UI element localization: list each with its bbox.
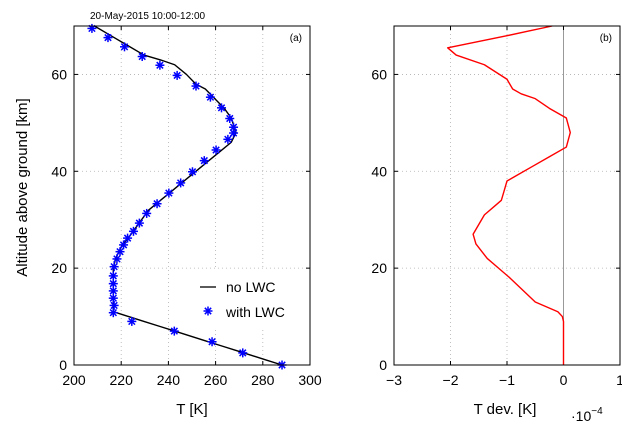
data-point (187, 167, 197, 177)
x-tick-label: 240 (157, 372, 181, 388)
panel-a-series (87, 23, 287, 370)
data-point (120, 42, 129, 52)
data-point (127, 316, 137, 326)
x-tick-label: 1 (616, 372, 622, 388)
legend-marker-with-lwc (203, 306, 213, 316)
legend-label-with-lwc: with LWC (225, 304, 285, 320)
x-tick-label: −2 (443, 372, 459, 388)
y-tick-label: 0 (59, 357, 67, 373)
x-tick-label: 280 (251, 372, 275, 388)
x-tick-label: 200 (62, 372, 86, 388)
data-point (229, 122, 239, 132)
panel-a-ticks: 200 220 240 260 280 300 0 20 40 60 (51, 26, 322, 388)
panel-a-ylabel: Altitude above ground [km] (14, 98, 31, 276)
y-tick-label: 20 (51, 260, 67, 276)
data-point (134, 218, 144, 228)
panel-b-xlabel: T dev. [K] (474, 401, 537, 418)
data-point (155, 60, 165, 70)
data-point (119, 240, 129, 250)
data-point (112, 254, 122, 264)
data-point (109, 262, 119, 272)
x-tick-label: 260 (204, 372, 228, 388)
y-tick-label: 60 (51, 66, 67, 82)
panel-b-label: (b) (600, 33, 612, 44)
data-point (172, 70, 182, 80)
panel-a-frame (73, 25, 311, 366)
y-tick-label: 40 (371, 163, 387, 179)
panel-a-grid (74, 26, 310, 365)
data-point (176, 178, 186, 188)
data-point (207, 337, 217, 347)
figure-title: 20-May-2015 10:00-12:00 (90, 11, 206, 22)
data-point (205, 92, 215, 102)
panel-a-label: (a) (290, 33, 302, 44)
x-multiplier-base: ·10 (571, 408, 591, 424)
series-line (446, 25, 571, 365)
x-tick-label: −3 (386, 372, 402, 388)
data-point (115, 247, 125, 257)
y-tick-label: 20 (371, 260, 387, 276)
data-point (123, 233, 133, 243)
data-point (199, 156, 209, 166)
x-tick-label: 0 (560, 372, 568, 388)
data-point (108, 279, 118, 289)
y-tick-label: 40 (51, 163, 67, 179)
data-point (217, 103, 226, 113)
data-point (108, 271, 118, 281)
panel-b-frame (393, 25, 621, 366)
x-multiplier-exponent: −4 (591, 406, 603, 417)
data-point (103, 33, 113, 43)
data-point (238, 348, 248, 358)
panel-a-legend: no LWC with LWC (190, 270, 308, 330)
y-tick-label: 0 (379, 357, 387, 373)
legend-label-no-lwc: no LWC (226, 279, 276, 295)
panel-b-series (446, 25, 571, 365)
data-point (223, 134, 233, 144)
x-tick-label: 220 (110, 372, 134, 388)
legend-asterisk (203, 306, 213, 316)
data-point (152, 199, 162, 209)
data-point (169, 326, 179, 336)
x-tick-label: 300 (298, 372, 322, 388)
data-point (164, 188, 174, 198)
data-point (108, 308, 118, 318)
data-point (137, 52, 147, 62)
data-point (87, 23, 97, 33)
panel-b-x-multiplier: ·10−4 (571, 406, 603, 424)
legend-box (190, 270, 308, 330)
data-point (109, 300, 119, 310)
data-point (225, 114, 235, 123)
panel-a-xlabel: T [K] (176, 401, 207, 418)
data-point (128, 226, 138, 236)
y-tick-label: 60 (371, 66, 387, 82)
data-point (191, 81, 201, 91)
panel-b-grid (394, 26, 620, 365)
data-point (142, 208, 152, 218)
data-point (211, 145, 221, 155)
x-tick-label: −1 (499, 372, 515, 388)
panel-a: 200 220 240 260 280 300 0 20 40 60 (a) T [K] Alti… (14, 23, 322, 418)
